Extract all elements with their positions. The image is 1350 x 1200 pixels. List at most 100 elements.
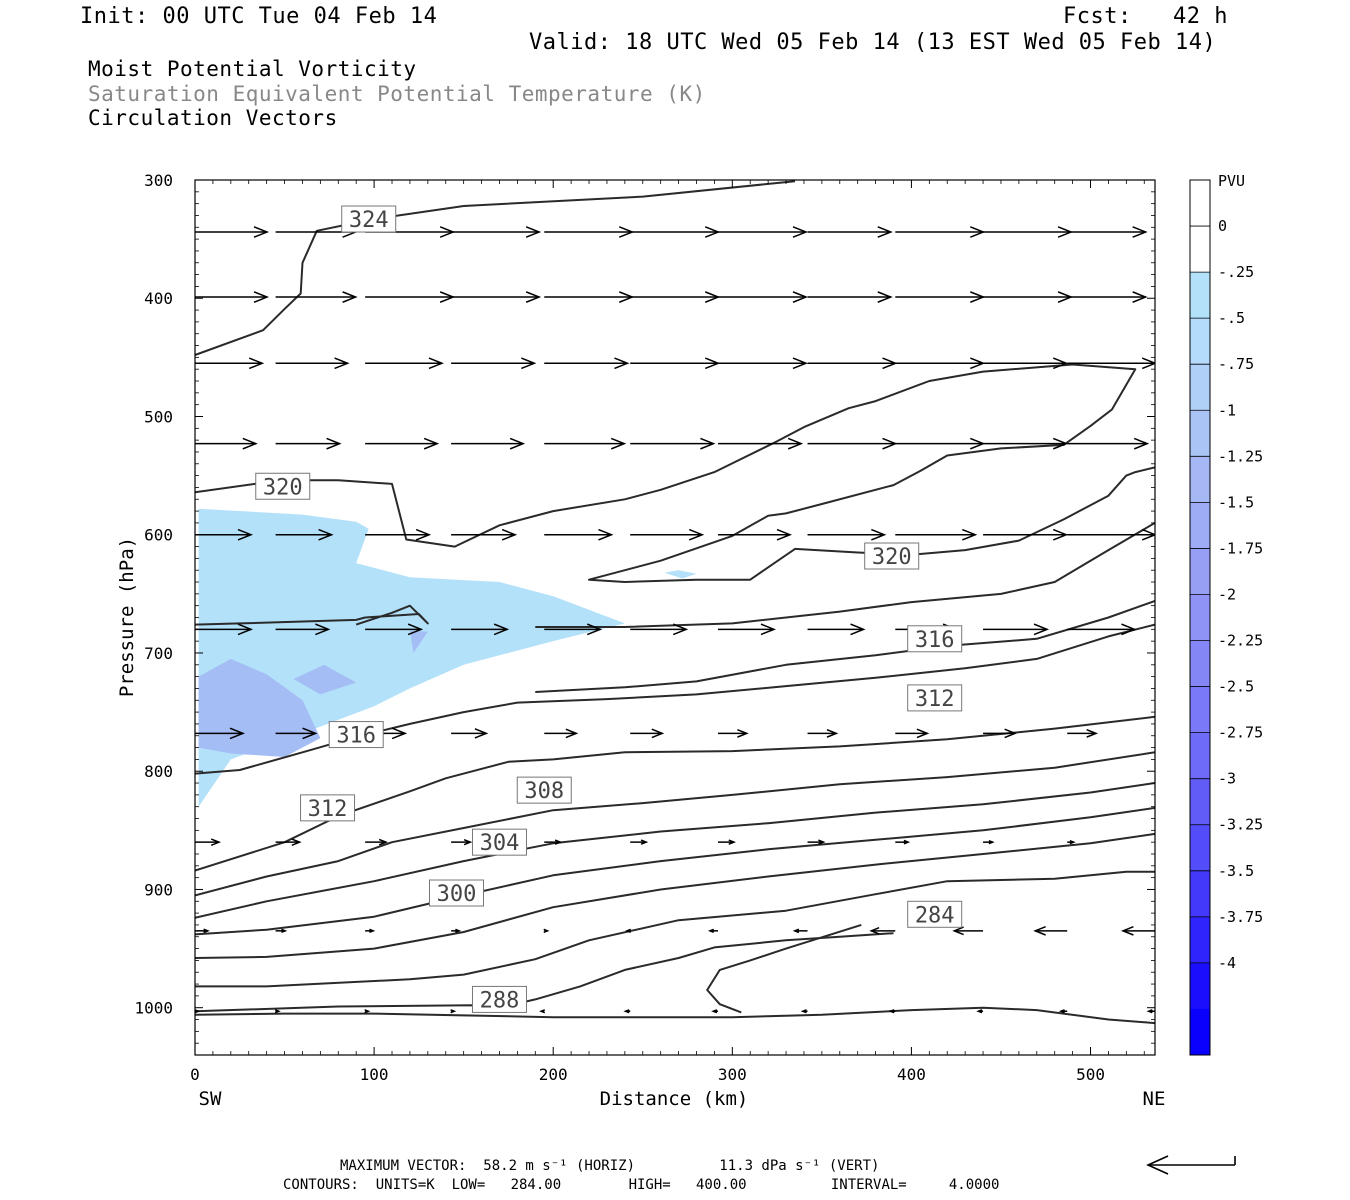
- vector-arrow: [630, 226, 721, 238]
- contour-line-2: [195, 604, 429, 626]
- vector-arrow: [630, 357, 721, 370]
- colorbar-tick-label: -1.5: [1218, 493, 1254, 511]
- vector-arrow: [1067, 623, 1137, 636]
- vector-arrow: [543, 928, 550, 934]
- colorbar-tick-label: -1.25: [1218, 447, 1263, 465]
- vector-arrow: [807, 226, 893, 238]
- vector-arrow: [717, 291, 809, 303]
- contour-info: CONTOURS: UNITS=K LOW= 284.00 HIGH= 400.…: [283, 1177, 1000, 1193]
- contour-line-0: [195, 180, 796, 356]
- vector-arrow: [451, 226, 542, 238]
- vector-arrow: [888, 1009, 896, 1014]
- vector-arrow: [1155, 624, 1222, 634]
- vector-arrow: [195, 528, 254, 541]
- contour-line-14: [195, 1006, 1155, 1025]
- vector-arrow: [451, 357, 537, 370]
- colorbar-swatch: [1190, 640, 1210, 688]
- vector-arrow: [717, 226, 809, 238]
- contour-label-text: 300: [437, 882, 477, 907]
- x-tick-label: 500: [1076, 1065, 1105, 1084]
- contour-label: 288: [471, 985, 527, 1013]
- x-end-right-label: NE: [1143, 1088, 1166, 1110]
- colorbar-swatch: [1190, 410, 1210, 457]
- theta-es-contours: [195, 180, 1155, 1025]
- contour-labels: 324 320 320 316 316 312 312 308 304 300 288 284: [255, 205, 963, 1013]
- vector-arrow: [807, 839, 826, 845]
- colorbar-tick-label: -3.75: [1218, 908, 1263, 926]
- vector-arrow: [895, 528, 978, 541]
- vector-arrow: [983, 437, 1069, 450]
- vector-arrow: [451, 728, 489, 739]
- vector-arrow: [195, 226, 270, 238]
- contour-line-11: [195, 870, 1155, 988]
- vector-arrow: [544, 623, 603, 636]
- colorbar-swatch: [1190, 824, 1210, 872]
- contour-label: 320: [864, 542, 920, 570]
- contour-label: 304: [471, 828, 527, 856]
- vector-arrow: [544, 528, 614, 541]
- vector-arrow: [1067, 528, 1155, 541]
- pv-region-4: [409, 630, 428, 653]
- vector-arrow: [717, 623, 777, 636]
- vector-arrow: [275, 623, 331, 636]
- vector-arrow: [450, 1009, 457, 1014]
- vector-arrow: [976, 1009, 984, 1014]
- vector-arrow: [1058, 1009, 1068, 1014]
- vector-arrow: [365, 528, 432, 541]
- vector-arrow: [365, 357, 444, 370]
- vector-arrow: [807, 623, 866, 636]
- colorbar-swatch: [1190, 962, 1210, 1010]
- colorbar-tick-label: -3: [1218, 770, 1236, 788]
- vector-arrow: [195, 623, 254, 636]
- vector-arrow: [544, 291, 635, 303]
- contour-label-text: 316: [915, 628, 955, 653]
- colorbar-tick-label: -.75: [1218, 355, 1254, 373]
- vector-arrow: [451, 623, 510, 636]
- pv-region-0: [198, 508, 625, 807]
- vector-arrow: [1067, 728, 1099, 738]
- vector-arrow: [983, 357, 1069, 370]
- contour-label: 324: [341, 205, 397, 233]
- pv-region-2: [198, 658, 321, 757]
- vector-arrow: [1067, 226, 1148, 238]
- contour-label: 308: [516, 776, 572, 804]
- vector-arrow: [717, 728, 749, 738]
- vector-arrow: [983, 623, 1050, 636]
- x-tick-label: 0: [190, 1065, 200, 1084]
- vector-arrow: [630, 291, 721, 303]
- vector-arrow: [895, 226, 986, 238]
- colorbar-tick-label: -1.75: [1218, 539, 1263, 557]
- contour-label: 284: [907, 900, 963, 928]
- pv-shading: [198, 508, 697, 807]
- vector-arrow: [717, 357, 809, 370]
- vector-arrow: [274, 1009, 281, 1014]
- contour-label-text: 312: [915, 687, 955, 712]
- y-tick-label: 400: [144, 289, 173, 308]
- vector-arrow: [630, 728, 665, 739]
- colorbar-swatch: [1190, 226, 1210, 273]
- vector-arrow: [983, 528, 1069, 541]
- vector-arrow: [195, 437, 258, 450]
- colorbar-swatch: [1190, 364, 1210, 411]
- vector-arrow: [1067, 839, 1076, 845]
- contour-label-text: 316: [336, 724, 376, 749]
- vector-arrow: [1067, 357, 1155, 370]
- y-tick-label: 700: [144, 644, 173, 663]
- contour-label-text: 324: [349, 208, 389, 233]
- vector-arrow: [630, 437, 716, 450]
- valid-time: Valid: 18 UTC Wed 05 Feb 14 (13 EST Wed …: [529, 30, 1217, 55]
- y-tick-label: 500: [144, 407, 173, 426]
- contour-label-text: 320: [263, 475, 303, 500]
- vector-arrow: [807, 528, 887, 541]
- vector-arrow: [1033, 925, 1068, 936]
- x-tick-label: 400: [897, 1065, 926, 1084]
- colorbar-swatch: [1190, 318, 1210, 365]
- vector-arrow: [364, 1009, 371, 1014]
- contour-line-4: [535, 599, 1155, 693]
- contour-line-5: [195, 623, 1155, 775]
- colorbar-swatch: [1190, 778, 1210, 826]
- colorbar-tick-label: -2.75: [1218, 724, 1263, 742]
- vector-arrow: [451, 528, 518, 541]
- vector-arrow: [983, 839, 995, 845]
- vector-arrow: [895, 357, 986, 370]
